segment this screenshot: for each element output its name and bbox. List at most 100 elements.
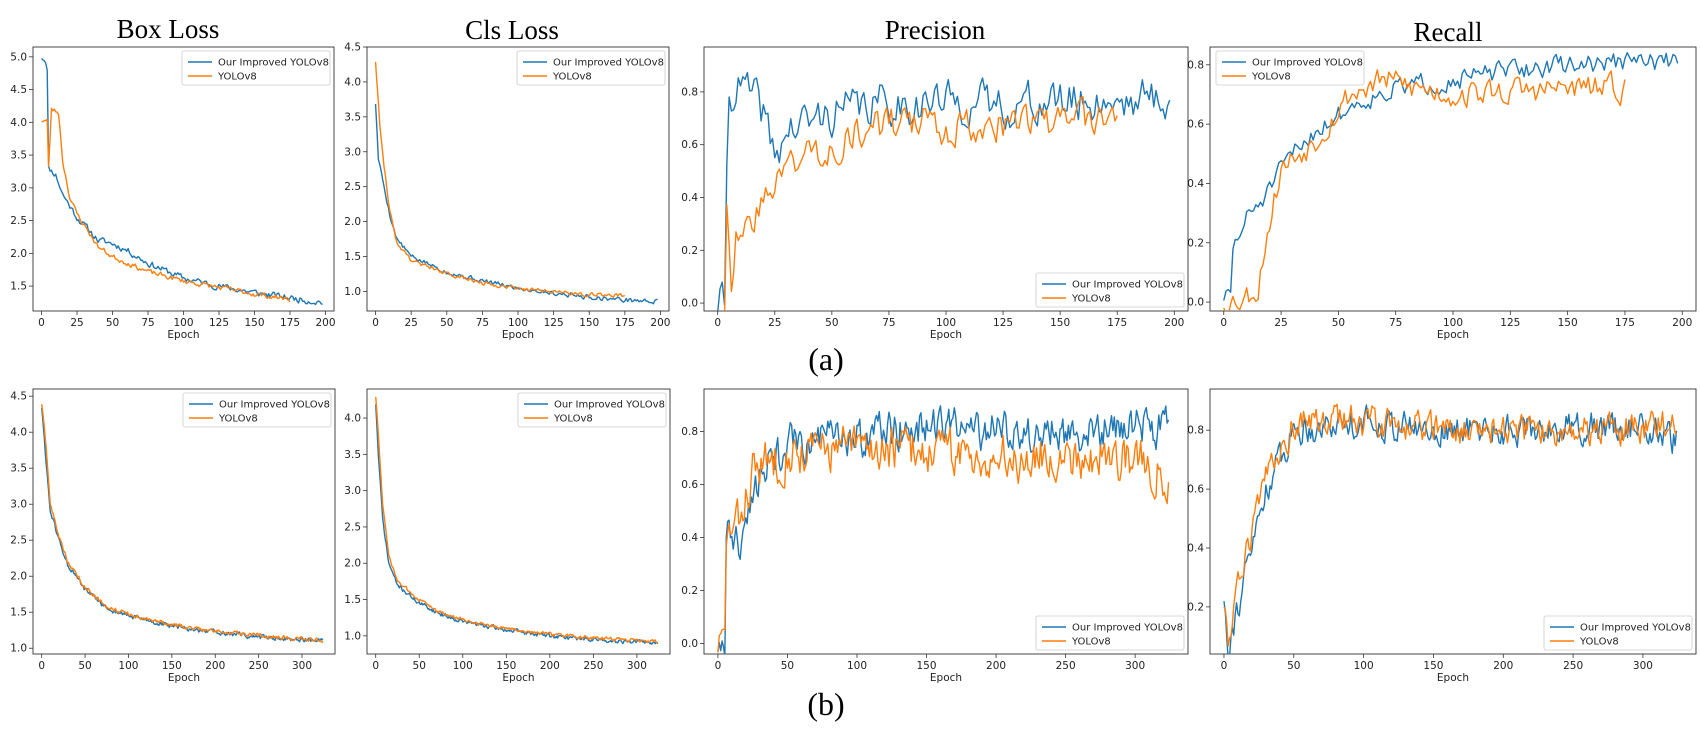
x-tick-label: 0 <box>372 660 379 672</box>
y-tick-label: 0.8 <box>681 86 698 98</box>
x-tick-label: 150 <box>579 317 599 329</box>
y-tick-label: 2.5 <box>10 535 27 547</box>
series-group <box>717 405 1170 654</box>
x-tick-label: 100 <box>936 317 956 329</box>
series-line-improved <box>1223 52 1679 301</box>
legend-label-improved: Our Improved YOLOv8 <box>1072 280 1183 291</box>
y-tick-label: 4.0 <box>344 413 361 425</box>
y-tick-label: 0.6 <box>681 479 698 491</box>
series-line-improved <box>375 404 659 645</box>
x-tick-label: 150 <box>496 660 516 672</box>
legend-label-yolov8: YOLOv8 <box>1251 72 1291 83</box>
x-tick-label: 200 <box>1493 660 1513 672</box>
y-tick-label: 4.5 <box>344 42 361 54</box>
x-tick-label: 200 <box>540 660 560 672</box>
x-tick-label: 100 <box>847 660 867 672</box>
series-line-yolov8 <box>1223 69 1626 311</box>
x-tick-label: 0 <box>38 317 45 329</box>
y-tick-label: 3.0 <box>344 485 361 497</box>
x-tick-label: 25 <box>1274 317 1287 329</box>
legend-box <box>182 392 332 428</box>
x-tick-label: 200 <box>1672 317 1692 329</box>
x-tick-label: 25 <box>768 317 781 329</box>
y-tick-label: 2.5 <box>10 215 27 227</box>
y-tick-label: 0.2 <box>1187 237 1204 249</box>
y-tick-label: 3.5 <box>344 111 361 123</box>
series-line-improved <box>717 71 1171 311</box>
x-tick-label: 50 <box>413 660 426 672</box>
series-line-yolov8 <box>717 96 1118 311</box>
legend-label-yolov8: YOLOv8 <box>553 414 593 425</box>
legend-box <box>181 50 331 86</box>
legend-label-yolov8: YOLOv8 <box>1071 637 1111 648</box>
series-group <box>375 396 659 645</box>
x-tick-label: 0 <box>714 317 721 329</box>
series-group <box>41 57 323 306</box>
plot-frame <box>32 388 336 655</box>
legend: Our Improved YOLOv8 YOLOv8 <box>181 50 331 86</box>
legend-label-yolov8: YOLOv8 <box>218 414 258 425</box>
y-tick-label: 2.5 <box>344 521 361 533</box>
x-tick-label: 50 <box>106 317 119 329</box>
x-tick-label: 50 <box>825 317 838 329</box>
x-tick-label: 150 <box>1050 317 1070 329</box>
x-axis-label: Epoch <box>502 329 534 341</box>
x-tick-label: 100 <box>1443 317 1463 329</box>
y-tick-label: 4.0 <box>344 76 361 88</box>
x-tick-label: 200 <box>1164 317 1184 329</box>
y-tick-label: 3.5 <box>10 150 27 162</box>
legend-label-yolov8: YOLOv8 <box>1579 637 1619 648</box>
x-tick-label: 200 <box>986 660 1006 672</box>
panel-b-box-loss: 0 50 100 150 200 250 300 1.0 1.5 2.0 2.5 3.0 3.5 4.0 4… <box>10 388 336 684</box>
x-tick-label: 125 <box>1500 317 1520 329</box>
x-tick-label: 0 <box>1221 660 1228 672</box>
y-tick-label: 0.2 <box>681 585 698 597</box>
row-label-b: (b) <box>807 686 844 722</box>
x-tick-label: 150 <box>1558 317 1578 329</box>
x-tick-label: 25 <box>70 317 83 329</box>
col-title-box-loss: Box Loss <box>117 14 220 44</box>
x-tick-label: 0 <box>38 660 45 672</box>
legend-box <box>516 50 666 86</box>
y-tick-label: 3.0 <box>344 146 361 158</box>
y-tick-label: 2.0 <box>10 248 27 260</box>
y-tick-label: 0.8 <box>681 426 698 438</box>
x-tick-label: 0 <box>372 317 379 329</box>
series-line-yolov8 <box>40 404 324 644</box>
legend-label-yolov8: YOLOv8 <box>217 72 257 83</box>
x-tick-label: 100 <box>118 660 138 672</box>
panel-b-recall: 0 50 100 150 200 250 300 0.2 0.4 0.6 0.8 Epoch Our I… <box>1187 388 1697 684</box>
series-group <box>1223 52 1679 311</box>
x-tick-label: 25 <box>404 317 417 329</box>
series-line-yolov8 <box>374 61 626 298</box>
x-tick-label: 50 <box>781 660 794 672</box>
legend-label-yolov8: YOLOv8 <box>552 72 592 83</box>
x-tick-label: 300 <box>1125 660 1145 672</box>
y-tick-label: 0.0 <box>681 638 698 650</box>
panel-b-cls-loss: 0 50 100 150 200 250 300 1.0 1.5 2.0 2.5 3.0 3.5 4.0 E… <box>344 388 671 684</box>
plot-frame <box>366 46 670 312</box>
y-tick-label: 2.0 <box>344 216 361 228</box>
col-title-cls-loss: Cls Loss <box>465 15 559 45</box>
legend-box <box>1035 272 1185 308</box>
series-group <box>374 61 658 305</box>
x-tick-label: 50 <box>78 660 91 672</box>
legend-box <box>1543 615 1693 651</box>
series-line-yolov8 <box>1223 403 1678 647</box>
legend: Our Improved YOLOv8 YOLOv8 <box>1035 615 1185 651</box>
x-tick-label: 250 <box>583 660 603 672</box>
y-tick-label: 1.5 <box>10 607 27 619</box>
legend-label-improved: Our Improved YOLOv8 <box>553 58 664 69</box>
legend: Our Improved YOLOv8 YOLOv8 <box>517 392 667 428</box>
x-tick-label: 100 <box>1354 660 1374 672</box>
y-tick-label: 4.0 <box>10 117 27 129</box>
x-axis-label: Epoch <box>930 329 962 341</box>
series-line-yolov8 <box>41 107 291 303</box>
panel-a-cls-loss: 0 25 50 75 100 125 150 175 200 1.0 1.5 2.0 2.5 3.0 3.5… <box>344 42 670 342</box>
panel-b-precision: 0 50 100 150 200 250 300 0.0 0.2 0.4 0.6 0.8 Epoch Ou… <box>681 388 1189 684</box>
x-tick-label: 50 <box>1287 660 1300 672</box>
plot-frame <box>1209 46 1697 312</box>
plot-frame <box>366 388 671 655</box>
x-tick-label: 200 <box>205 660 225 672</box>
